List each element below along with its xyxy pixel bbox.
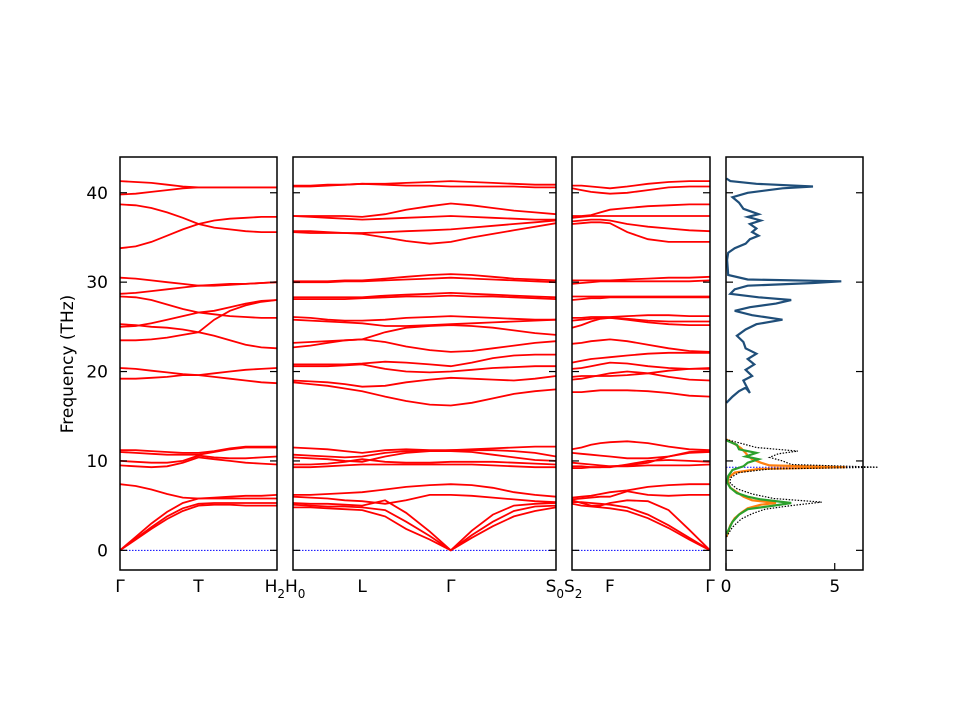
band-line-2-14 bbox=[293, 353, 556, 368]
band-line-2-1 bbox=[293, 506, 557, 552]
y-tick-label: 40 bbox=[86, 184, 108, 204]
band-line-3-20 bbox=[571, 296, 710, 301]
band-line-3-5 bbox=[571, 483, 710, 499]
band-line-1-16 bbox=[119, 276, 278, 287]
band-line-2-28 bbox=[293, 182, 556, 189]
band-line-2-25 bbox=[292, 215, 556, 221]
band-line-2-17 bbox=[292, 318, 557, 327]
band-line-2-20 bbox=[293, 291, 557, 299]
panel-frame-3 bbox=[571, 156, 711, 571]
band-line-2-3 bbox=[292, 499, 557, 552]
x-tick-label-1-2: T bbox=[192, 577, 204, 597]
y-axis-label: Frequency (THz) bbox=[58, 295, 78, 434]
dos-x-tick-label: 5 bbox=[829, 577, 840, 597]
band-line-3-26 bbox=[571, 215, 710, 219]
x-tick-label-3-2: F bbox=[605, 577, 615, 597]
band-line-3-18 bbox=[571, 316, 710, 323]
panel-frame-1 bbox=[119, 156, 278, 571]
band-line-1-20 bbox=[119, 180, 277, 189]
band-line-2-16 bbox=[292, 324, 557, 344]
band-line-2-22 bbox=[293, 273, 557, 283]
band-line-3-22 bbox=[571, 279, 711, 285]
band-line-1-13 bbox=[119, 299, 278, 334]
band-line-1-5 bbox=[119, 456, 278, 469]
band-line-2-11 bbox=[292, 381, 557, 407]
dos-curve-3 bbox=[725, 439, 792, 535]
band-line-3-15 bbox=[571, 351, 710, 364]
band-line-3-14 bbox=[571, 361, 710, 370]
band-line-3-28 bbox=[571, 185, 710, 195]
band-line-2-26 bbox=[293, 202, 557, 218]
band-line-1-1 bbox=[119, 503, 277, 552]
band-line-2-19 bbox=[293, 294, 557, 301]
band-line-3-4 bbox=[571, 490, 710, 501]
band-line-2-7 bbox=[293, 458, 557, 466]
band-line-3-27 bbox=[572, 203, 710, 217]
band-line-2-23 bbox=[292, 222, 557, 245]
band-line-3-23 bbox=[572, 275, 711, 282]
panel-frame-2 bbox=[292, 156, 557, 571]
band-line-3-1 bbox=[571, 502, 711, 552]
band-line-3-10 bbox=[571, 440, 711, 452]
band-line-2-5 bbox=[293, 483, 557, 498]
band-line-2-4 bbox=[292, 493, 557, 505]
band-line-1-14 bbox=[119, 295, 278, 314]
band-line-3-13 bbox=[571, 367, 711, 378]
band-line-2-13 bbox=[293, 363, 556, 374]
y-tick-label: 0 bbox=[97, 541, 108, 561]
band-line-2-10 bbox=[292, 445, 556, 454]
dos-curve-2 bbox=[725, 438, 846, 538]
band-line-1-12 bbox=[119, 311, 277, 328]
band-line-3-24 bbox=[571, 221, 710, 243]
y-tick-label: 10 bbox=[86, 452, 108, 472]
band-line-3-16 bbox=[571, 338, 711, 353]
x-tick-label-2-3: Γ bbox=[446, 577, 456, 597]
band-line-2-12 bbox=[292, 375, 557, 388]
x-tick-label-1-3: H2 bbox=[265, 577, 285, 601]
band-line-3-12 bbox=[571, 370, 711, 382]
band-line-3-19 bbox=[572, 314, 710, 319]
band-line-1-19 bbox=[119, 186, 277, 196]
dos-curve-4 bbox=[725, 438, 879, 538]
band-line-2-15 bbox=[292, 338, 557, 353]
band-line-2-18 bbox=[292, 315, 556, 322]
x-tick-label-2-4: S0 bbox=[546, 577, 564, 601]
dos-frame bbox=[725, 156, 864, 571]
dos-curve-1 bbox=[725, 177, 842, 404]
band-line-2-2 bbox=[292, 503, 557, 552]
band-line-1-2 bbox=[119, 502, 277, 552]
x-tick-label-3-3: Γ bbox=[705, 577, 715, 597]
y-tick-label: 30 bbox=[86, 273, 108, 293]
band-line-1-10 bbox=[119, 367, 278, 385]
band-line-3-3 bbox=[571, 499, 711, 551]
band-line-1-18 bbox=[119, 203, 277, 234]
band-line-3-11 bbox=[572, 389, 711, 398]
band-line-2-24 bbox=[293, 219, 557, 234]
dos-x-tick-label: 0 bbox=[721, 577, 732, 597]
band-line-3-25 bbox=[571, 218, 711, 233]
band-line-3-9 bbox=[571, 451, 711, 460]
band-line-1-8 bbox=[120, 445, 277, 454]
band-line-2-6 bbox=[293, 463, 556, 469]
band-line-1-4 bbox=[119, 483, 277, 500]
y-tick-label: 20 bbox=[86, 363, 108, 383]
x-tick-label-2-2: L bbox=[357, 577, 367, 597]
band-line-3-2 bbox=[572, 501, 711, 552]
x-tick-label-1-1: Γ bbox=[115, 577, 125, 597]
band-line-2-9 bbox=[292, 449, 557, 459]
band-line-1-11 bbox=[120, 331, 278, 350]
x-tick-label-2-1: H0 bbox=[285, 577, 305, 601]
band-line-3-29 bbox=[572, 180, 710, 190]
x-tick-label-3-1: S2 bbox=[564, 577, 582, 601]
